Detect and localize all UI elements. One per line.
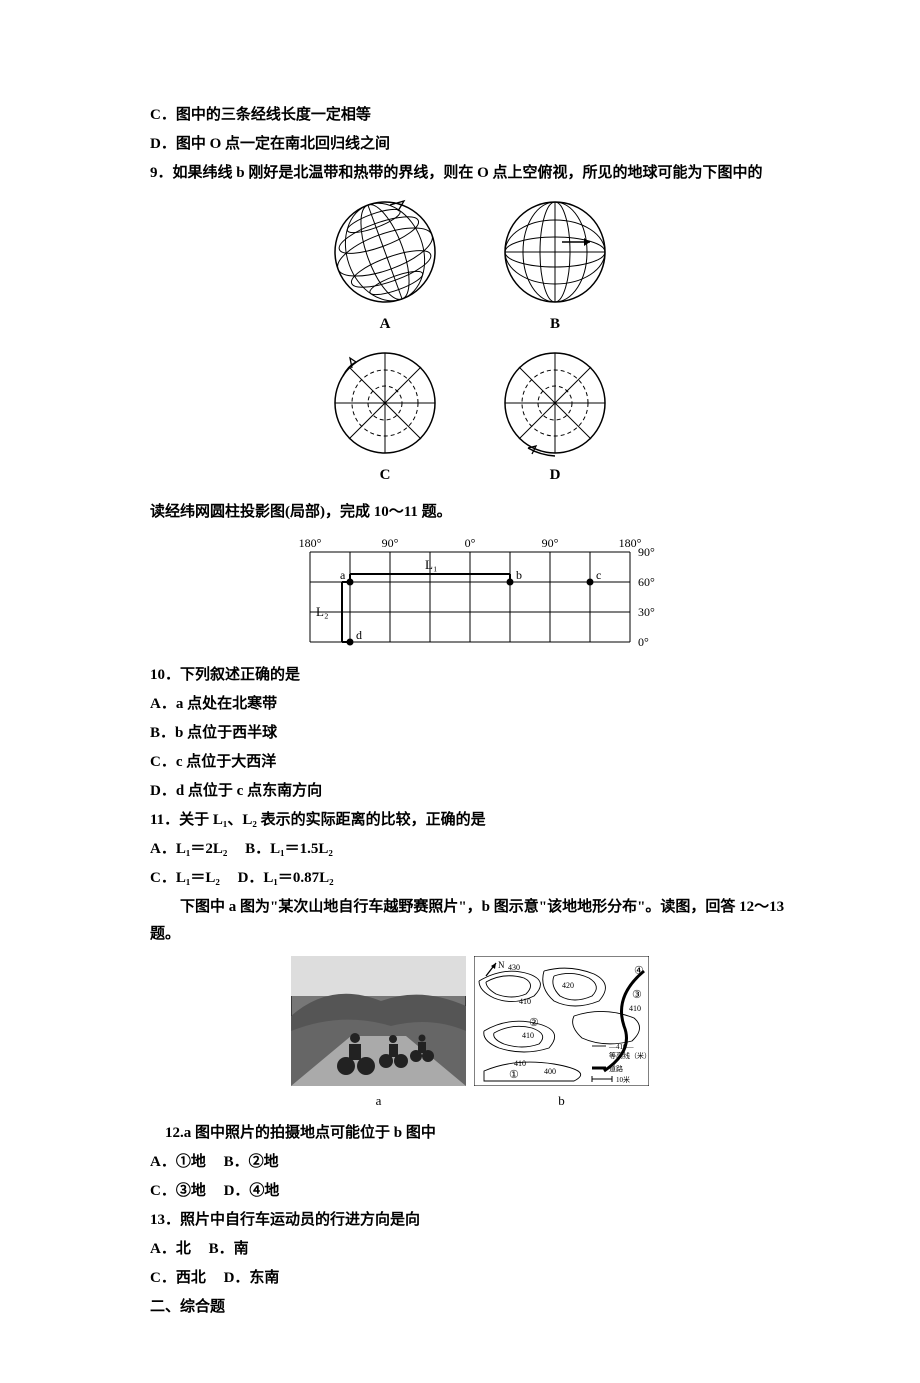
q10-opt-d: D．d 点位于 c 点东南方向 [150, 778, 790, 805]
svg-text:④: ④ [634, 965, 644, 977]
svg-text:430: 430 [508, 963, 520, 972]
svg-text:410: 410 [629, 1004, 641, 1013]
svg-text:②: ② [529, 1017, 539, 1029]
svg-text:410: 410 [522, 1031, 534, 1040]
globe-c-label: C [380, 462, 391, 489]
section-2-heading: 二、综合题 [150, 1294, 790, 1321]
svg-text:d: d [356, 628, 362, 642]
svg-text:c: c [596, 568, 601, 582]
svg-text:a: a [340, 568, 346, 582]
q10-opt-c: C．c 点位于大西洋 [150, 749, 790, 776]
svg-text:420: 420 [562, 981, 574, 990]
q10-opt-b: B．b 点位于西半球 [150, 720, 790, 747]
svg-text:10米: 10米 [616, 1075, 630, 1084]
svg-text:L₂: L₂ [316, 604, 328, 619]
q13-opts-cd: C．西北 D．东南 [150, 1265, 790, 1292]
q8-opt-c: C．图中的三条经线长度一定相等 [150, 102, 790, 129]
svg-text:90°: 90° [542, 536, 559, 550]
q9-stem: 9．如果纬线 b 刚好是北温带和热带的界线，则在 O 点上空俯视，所见的地球可能… [150, 160, 790, 187]
svg-text:b: b [516, 568, 522, 582]
globe-b [500, 197, 610, 307]
photo-intro: 下图中 a 图为"某次山地自行车越野赛照片"，b 图示意"该地地形分布"。读图，… [150, 894, 790, 948]
svg-text:400: 400 [544, 1067, 556, 1076]
photo-a-label: a [376, 1089, 382, 1112]
svg-text:410: 410 [519, 997, 531, 1006]
svg-text:道路: 道路 [609, 1064, 623, 1073]
q10-stem: 10．下列叙述正确的是 [150, 662, 790, 689]
q12-opts-ab: A．①地 B．②地 [150, 1149, 790, 1176]
photo-b-label: b [558, 1089, 565, 1112]
svg-text:60°: 60° [638, 575, 655, 589]
svg-text:90°: 90° [638, 545, 655, 559]
q13-opts-ab: A．北 B．南 [150, 1236, 790, 1263]
globe-b-label: B [550, 311, 560, 338]
photo-a [291, 956, 466, 1086]
svg-text:410: 410 [514, 1059, 526, 1068]
q11-opts-ab: A．L₁＝2L₂ B．L₁＝1.5L₂ [150, 836, 790, 863]
svg-text:0°: 0° [465, 536, 476, 550]
photo-figures: a N 430 420 410 4 [150, 956, 790, 1112]
contour-map-b: N 430 420 410 410 400 410 410 ① [474, 956, 649, 1086]
q8-opt-d: D．图中 O 点一定在南北回归线之间 [150, 131, 790, 158]
globe-a [330, 197, 440, 307]
q11-stem: 11．关于 L₁、L₂ 表示的实际距离的比较，正确的是 [150, 807, 790, 834]
q10-opt-a: A．a 点处在北寒带 [150, 691, 790, 718]
q12-opts-cd: C．③地 D．④地 [150, 1178, 790, 1205]
svg-text:L₁: L₁ [425, 557, 437, 572]
svg-text:③: ③ [632, 989, 642, 1001]
svg-text:90°: 90° [382, 536, 399, 550]
svg-text:等高线（米）: 等高线（米） [609, 1051, 649, 1060]
q12-stem: 12.a 图中照片的拍摄地点可能位于 b 图中 [150, 1120, 790, 1147]
svg-text:30°: 30° [638, 605, 655, 619]
svg-text:①: ① [509, 1069, 519, 1081]
cyl-intro: 读经纬网圆柱投影图(局部)，完成 10～11 题。 [150, 499, 790, 526]
q11-opts-cd: C．L₁＝L₂ D．L₁＝0.87L₂ [150, 865, 790, 892]
svg-text:N: N [498, 960, 505, 970]
q9-figures-row2: C D [150, 348, 790, 489]
svg-text:—410—: —410— [608, 1043, 635, 1051]
globe-c [330, 348, 440, 458]
svg-text:0°: 0° [638, 635, 649, 649]
globe-d [500, 348, 610, 458]
svg-text:180°: 180° [299, 536, 322, 550]
globe-d-label: D [550, 462, 561, 489]
globe-a-label: A [380, 311, 391, 338]
q13-stem: 13．照片中自行车运动员的行进方向是向 [150, 1207, 790, 1234]
q9-figures-row1: A B [150, 197, 790, 338]
cylindrical-projection: 180° 90° 0° 90° 180° 90° 60° 30° 0° L₁ L… [280, 534, 660, 654]
